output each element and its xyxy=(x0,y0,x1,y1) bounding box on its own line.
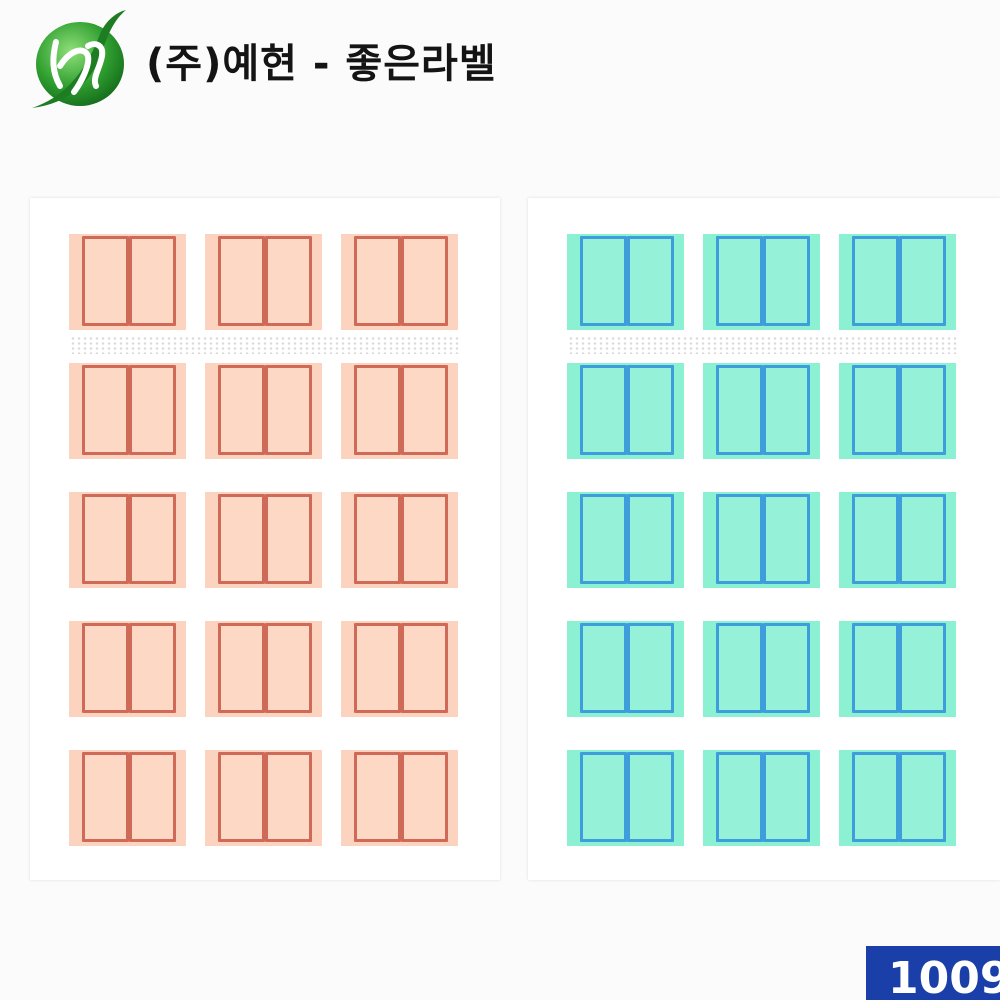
index-label xyxy=(401,752,448,842)
index-label xyxy=(763,623,810,713)
label-grid xyxy=(30,198,500,880)
index-label xyxy=(716,623,763,713)
index-label xyxy=(82,494,129,584)
label-pair xyxy=(703,492,820,588)
index-label xyxy=(763,365,810,455)
index-label xyxy=(580,752,627,842)
label-pair xyxy=(567,750,684,846)
index-label xyxy=(899,365,946,455)
index-label xyxy=(852,365,899,455)
index-label xyxy=(265,623,312,713)
yh-leaf-logo-icon xyxy=(32,10,126,108)
index-label xyxy=(82,623,129,713)
index-label xyxy=(265,494,312,584)
index-label xyxy=(129,623,176,713)
label-pair xyxy=(703,234,820,330)
mint-sheet xyxy=(528,198,1000,880)
label-pair xyxy=(69,492,186,588)
index-label xyxy=(627,236,674,326)
index-label xyxy=(401,623,448,713)
index-label xyxy=(580,236,627,326)
label-pair xyxy=(839,363,956,459)
product-code-badge: 1009 xyxy=(866,946,1000,1000)
index-label xyxy=(899,752,946,842)
label-grid xyxy=(528,198,1000,880)
label-pair xyxy=(839,492,956,588)
index-label xyxy=(265,236,312,326)
index-label xyxy=(401,365,448,455)
index-label xyxy=(401,236,448,326)
index-label xyxy=(401,494,448,584)
index-label xyxy=(265,365,312,455)
backing-speckle xyxy=(568,336,958,354)
company-name: (주)예현 - 좋은라벨 xyxy=(146,41,497,87)
label-pair xyxy=(205,750,322,846)
index-label xyxy=(354,752,401,842)
label-pair xyxy=(341,492,458,588)
index-label xyxy=(627,365,674,455)
index-label xyxy=(129,752,176,842)
index-label xyxy=(218,752,265,842)
label-pair xyxy=(839,750,956,846)
label-pair xyxy=(205,363,322,459)
label-pair xyxy=(341,363,458,459)
index-label xyxy=(354,494,401,584)
index-label xyxy=(716,236,763,326)
index-label xyxy=(852,494,899,584)
index-label xyxy=(129,494,176,584)
index-label xyxy=(852,236,899,326)
label-pair xyxy=(341,750,458,846)
index-label xyxy=(129,365,176,455)
orange-sheet xyxy=(30,198,500,880)
label-pair xyxy=(69,363,186,459)
label-pair xyxy=(341,234,458,330)
index-label xyxy=(627,494,674,584)
label-pair xyxy=(703,621,820,717)
index-label xyxy=(763,236,810,326)
label-pair xyxy=(205,234,322,330)
index-label xyxy=(129,236,176,326)
index-label xyxy=(716,752,763,842)
index-label xyxy=(627,752,674,842)
label-pair xyxy=(69,621,186,717)
index-label xyxy=(354,236,401,326)
index-label xyxy=(899,623,946,713)
index-label xyxy=(899,236,946,326)
index-label xyxy=(82,752,129,842)
index-label xyxy=(763,494,810,584)
index-label xyxy=(899,494,946,584)
label-pair xyxy=(341,621,458,717)
label-pair xyxy=(567,234,684,330)
index-label xyxy=(82,365,129,455)
index-label xyxy=(354,365,401,455)
label-pair xyxy=(839,234,956,330)
label-pair xyxy=(567,363,684,459)
label-pair xyxy=(567,621,684,717)
label-pair xyxy=(205,621,322,717)
label-pair xyxy=(567,492,684,588)
index-label xyxy=(218,623,265,713)
label-pair xyxy=(703,363,820,459)
label-pair xyxy=(703,750,820,846)
index-label xyxy=(580,623,627,713)
index-label xyxy=(580,365,627,455)
label-pair xyxy=(69,234,186,330)
index-label xyxy=(82,236,129,326)
index-label xyxy=(580,494,627,584)
index-label xyxy=(354,623,401,713)
index-label xyxy=(852,752,899,842)
index-label xyxy=(218,494,265,584)
index-label xyxy=(763,752,810,842)
index-label xyxy=(852,623,899,713)
index-label xyxy=(716,494,763,584)
index-label xyxy=(218,236,265,326)
label-pair xyxy=(839,621,956,717)
index-label xyxy=(265,752,312,842)
index-label xyxy=(218,365,265,455)
label-pair xyxy=(69,750,186,846)
index-label xyxy=(716,365,763,455)
backing-speckle xyxy=(70,336,460,354)
index-label xyxy=(627,623,674,713)
label-pair xyxy=(205,492,322,588)
